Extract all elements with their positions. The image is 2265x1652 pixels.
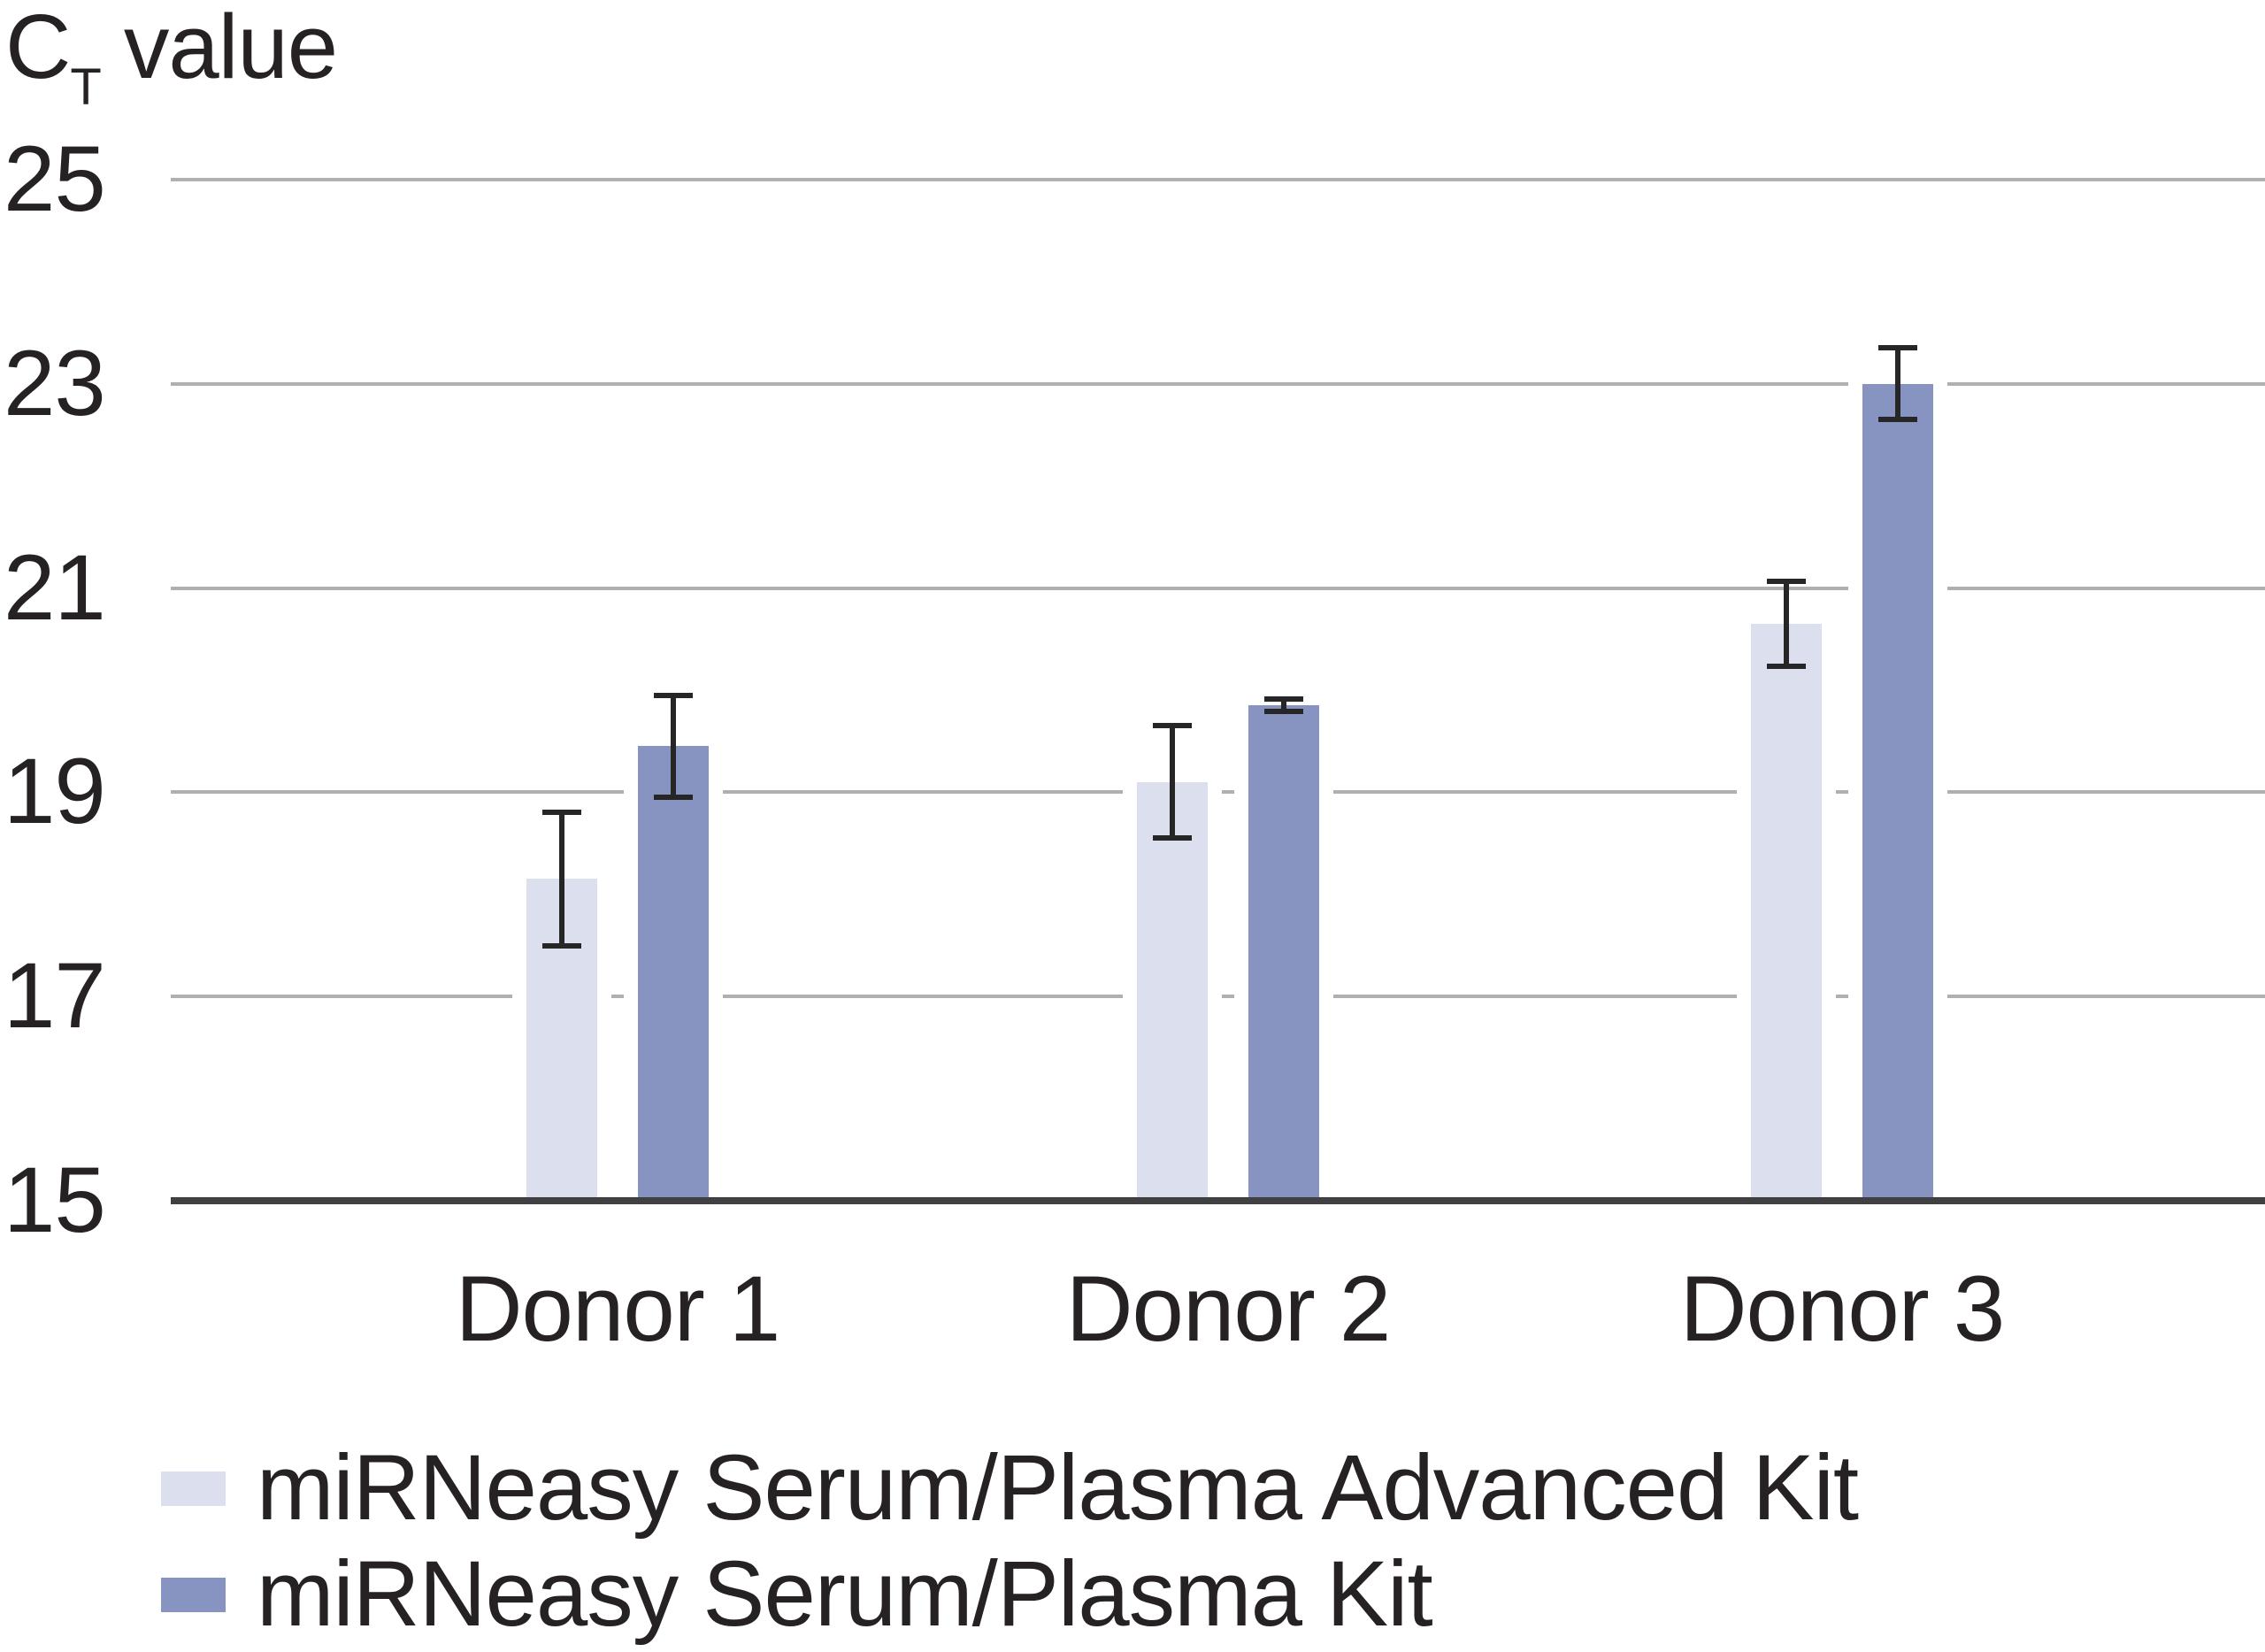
gridline-21 — [171, 586, 2265, 590]
error-bar-line — [1281, 699, 1286, 712]
error-bar-cap-bottom — [1878, 417, 1917, 423]
bar-advanced-kit-donor-2 — [1137, 781, 1208, 1201]
x-category-label-1: Donor 1 — [455, 1257, 781, 1361]
error-bar-line — [671, 695, 676, 798]
error-bar-line — [559, 812, 564, 946]
y-axis-title-main: C — [5, 0, 71, 97]
legend-swatch-kit — [161, 1577, 226, 1612]
error-bar-cap-bottom — [1767, 664, 1806, 670]
error-bar-cap-top — [542, 810, 581, 816]
y-tick-label-17: 17 — [4, 944, 106, 1049]
legend-swatch-advanced-kit — [161, 1471, 226, 1506]
x-category-label-3: Donor 3 — [1679, 1257, 2006, 1361]
x-axis-line — [171, 1197, 2265, 1204]
gridline-25 — [171, 178, 2265, 181]
legend-item-advanced-kit: miRNeasy Serum/Plasma Advanced Kit — [161, 1436, 1859, 1540]
bar-kit-donor-1 — [638, 746, 709, 1201]
error-bar-line — [1895, 348, 1900, 420]
error-bar-cap-bottom — [1264, 709, 1303, 715]
bar-kit-donor-2 — [1248, 705, 1319, 1201]
legend-item-kit: miRNeasy Serum/Plasma Kit — [161, 1542, 1433, 1646]
y-tick-label-25: 25 — [4, 127, 106, 231]
error-bar-cap-top — [1264, 696, 1303, 703]
bar-kit-donor-3 — [1862, 383, 1933, 1201]
y-axis-title-subscript: T — [70, 58, 101, 116]
error-bar-cap-bottom — [542, 942, 581, 949]
y-axis-title-rest: value — [123, 0, 338, 97]
y-tick-label-23: 23 — [4, 331, 106, 435]
error-bar-cap-top — [1153, 723, 1192, 729]
error-bar-line — [1784, 580, 1789, 667]
y-axis-title: CT value — [5, 0, 338, 117]
error-bar-cap-top — [1767, 578, 1806, 584]
error-bar-cap-bottom — [1153, 835, 1192, 841]
error-bar-cap-top — [654, 692, 693, 698]
error-bar-cap-top — [1878, 345, 1917, 351]
gridline-23 — [171, 381, 2265, 386]
bar-advanced-kit-donor-3 — [1751, 623, 1822, 1201]
y-tick-label-15: 15 — [4, 1149, 106, 1252]
y-tick-label-21: 21 — [4, 535, 106, 640]
legend-label-advanced-kit: miRNeasy Serum/Plasma Advanced Kit — [257, 1436, 1859, 1540]
error-bar-cap-bottom — [654, 795, 693, 801]
y-tick-label-19: 19 — [4, 740, 106, 844]
x-category-label-2: Donor 2 — [1065, 1257, 1392, 1361]
error-bar-line — [1170, 726, 1175, 839]
legend-label-kit: miRNeasy Serum/Plasma Kit — [257, 1542, 1433, 1646]
